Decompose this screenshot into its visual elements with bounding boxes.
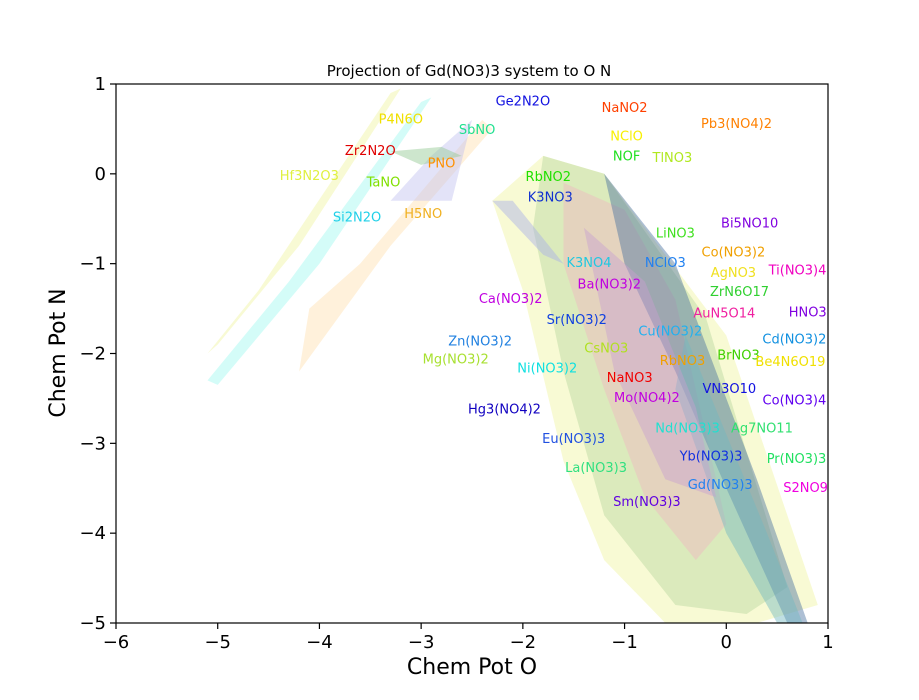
x-tick-label: −5 xyxy=(204,632,231,653)
phase-label: ZrN6O17 xyxy=(710,285,769,300)
phase-label: NOF xyxy=(613,149,640,164)
phase-region-6 xyxy=(533,155,788,614)
phase-label: Mo(NO4)2 xyxy=(614,391,680,406)
x-tick-label: 1 xyxy=(822,632,833,653)
phase-region-0 xyxy=(207,88,401,354)
phase-label: Ag7NO11 xyxy=(731,422,793,437)
y-tick-label: 0 xyxy=(95,164,106,185)
phase-label: TaNO xyxy=(366,175,401,190)
phase-label: SbNO xyxy=(459,123,495,138)
y-tick-label: −5 xyxy=(79,613,106,634)
phase-region-11 xyxy=(492,200,564,264)
phase-label: AuN5O14 xyxy=(693,307,755,322)
phase-label: La(NO3)3 xyxy=(565,461,627,476)
phase-label: Ti(NO3)4 xyxy=(768,263,827,278)
phase-label: Mg(NO3)2 xyxy=(423,352,489,367)
y-axis-ticks: −5 −4 −3 −2 −1 0 1 xyxy=(79,74,116,634)
phase-label: Ge2N2O xyxy=(496,95,551,110)
phase-region-10 xyxy=(583,227,717,498)
phase-region-2 xyxy=(299,119,493,372)
x-tick-label: −6 xyxy=(103,632,130,653)
phase-region-4 xyxy=(390,146,462,165)
phase-label: Sr(NO3)2 xyxy=(547,313,607,328)
x-tick-label: −2 xyxy=(510,632,537,653)
phase-region-9 xyxy=(675,335,803,623)
phase-regions xyxy=(207,88,818,624)
y-tick-label: −4 xyxy=(79,523,106,544)
x-axis-label: Chem Pot O xyxy=(407,655,537,680)
phase-label: Ni(NO3)2 xyxy=(517,361,577,376)
phase-label: Hf3N2O3 xyxy=(280,169,339,184)
phase-label: K3NO3 xyxy=(528,191,573,206)
phase-labels: Ge2N2O NaNO2 Pb3(NO4)2 P4N6O SbNO NClO Zr2N2O N… xyxy=(280,95,828,511)
phase-label: Ca(NO3)2 xyxy=(479,292,543,307)
phase-label: Hg3(NO4)2 xyxy=(468,403,541,418)
chart-title: Projection of Gd(NO3)3 system to O N xyxy=(327,62,612,80)
phase-label: Ba(NO3)2 xyxy=(578,278,642,293)
phase-label: Yb(NO3)3 xyxy=(679,449,743,464)
phase-label: NaNO2 xyxy=(602,101,648,116)
x-tick-label: −4 xyxy=(306,632,333,653)
phase-region-5 xyxy=(492,155,818,623)
phase-label: Co(NO3)4 xyxy=(763,394,827,409)
phase-label: Zr2N2O xyxy=(345,144,396,159)
phase-region-3 xyxy=(390,119,472,201)
phase-label: Zn(NO3)2 xyxy=(448,334,512,349)
phase-label: CsNO3 xyxy=(584,342,628,357)
y-tick-label: −3 xyxy=(79,433,106,454)
phase-label: H5NO xyxy=(404,207,442,222)
x-tick-label: 0 xyxy=(721,632,732,653)
phase-label: P4N6O xyxy=(379,112,423,127)
phase-label: Pr(NO3)3 xyxy=(767,452,827,467)
phase-label: Cd(NO3)2 xyxy=(762,333,826,348)
phase-label: Cu(NO3)2 xyxy=(638,324,702,339)
phase-label: RbNO2 xyxy=(526,170,572,185)
y-tick-label: −1 xyxy=(79,254,106,275)
phase-label: RbNO3 xyxy=(660,354,706,369)
x-tick-label: −1 xyxy=(611,632,638,653)
phase-label: HNO3 xyxy=(789,306,827,321)
phase-region-7 xyxy=(563,182,727,561)
y-axis-label: Chem Pot N xyxy=(46,288,71,417)
phase-label: TlNO3 xyxy=(652,151,693,166)
phase-label: Sm(NO3)3 xyxy=(613,495,681,510)
phase-label: Eu(NO3)3 xyxy=(542,432,605,447)
phase-region-8 xyxy=(604,173,808,624)
phase-label: Gd(NO3)3 xyxy=(688,478,753,493)
y-tick-label: −2 xyxy=(79,344,106,365)
x-tick-label: −3 xyxy=(408,632,435,653)
phase-label: Bi5NO10 xyxy=(721,217,778,232)
phase-label: NClO xyxy=(610,130,643,145)
phase-label: Co(NO3)2 xyxy=(702,245,766,260)
phase-label: BrNO3 xyxy=(717,349,760,364)
phase-label: S2NO9 xyxy=(783,481,828,496)
phase-label: Be4N6O19 xyxy=(755,355,825,370)
phase-label: PNO xyxy=(428,157,456,172)
phase-label: VN3O10 xyxy=(702,382,756,397)
phase-label: Nd(NO3)3 xyxy=(655,422,720,437)
y-tick-label: 1 xyxy=(95,74,106,95)
phase-label: AgNO3 xyxy=(711,266,756,281)
phase-label: Pb3(NO4)2 xyxy=(701,117,772,132)
phase-label: NClO3 xyxy=(645,256,686,271)
phase-region-1 xyxy=(207,97,432,385)
phase-label: NaNO3 xyxy=(607,371,653,386)
phase-label: K3NO4 xyxy=(566,256,611,271)
phase-label: LiNO3 xyxy=(656,227,695,242)
phase-label: Si2N2O xyxy=(333,210,381,225)
x-axis-ticks: −6 −5 −4 −3 −2 −1 0 1 xyxy=(103,623,834,653)
